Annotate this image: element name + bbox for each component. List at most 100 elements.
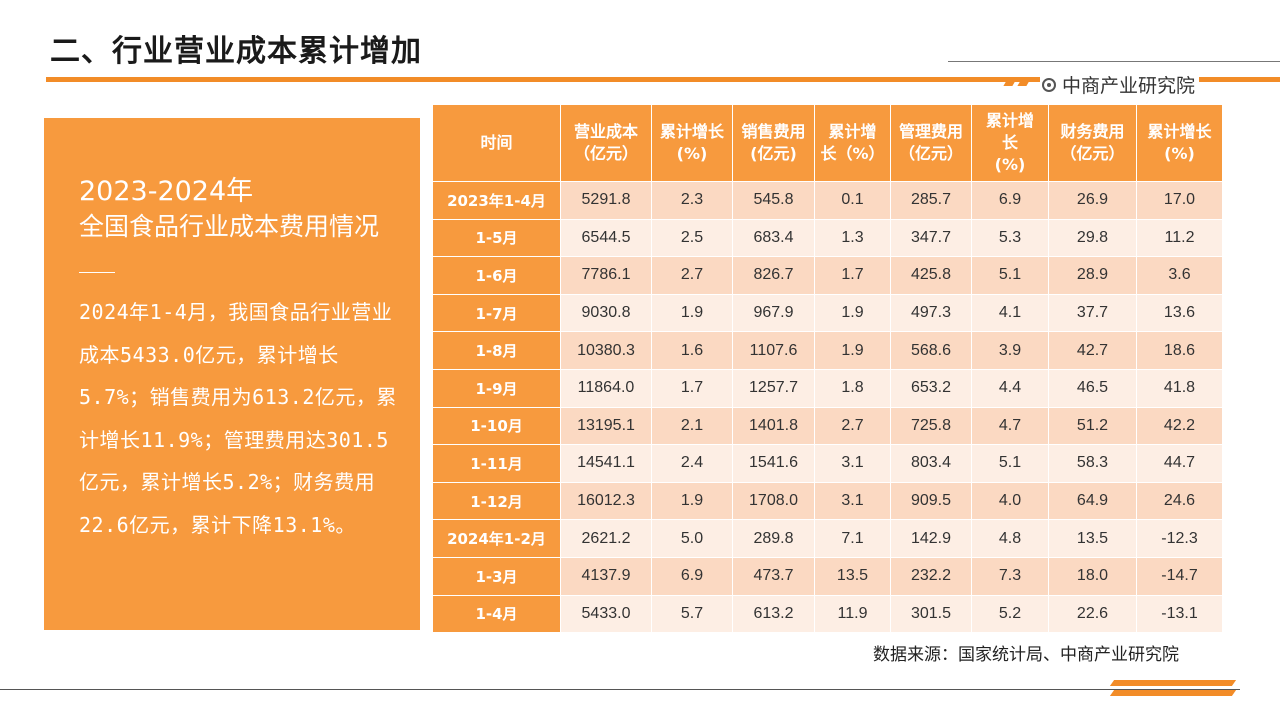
period-cell: 1-12月 xyxy=(432,481,561,521)
period-cell: 2024年1-2月 xyxy=(432,519,561,558)
value-cell: 4.4 xyxy=(971,368,1049,408)
value-cell: 22.6 xyxy=(1048,594,1137,634)
value-cell: 29.8 xyxy=(1048,218,1137,258)
value-cell: 497.3 xyxy=(890,293,972,333)
value-cell: 2621.2 xyxy=(560,519,652,558)
period-cell: 1-4月 xyxy=(432,594,561,634)
value-cell: 425.8 xyxy=(890,256,972,295)
brand: 中商产业研究院 xyxy=(1040,71,1200,98)
value-cell: 26.9 xyxy=(1048,181,1137,220)
col-header-text: 累计增长 (%) xyxy=(659,122,724,163)
value-cell: 803.4 xyxy=(890,444,972,483)
page-title: 二、行业营业成本累计增加 xyxy=(50,34,422,69)
period-cell: 1-7月 xyxy=(432,293,561,333)
value-cell: 17.0 xyxy=(1136,181,1223,220)
col-header-text: 销售费用 (亿元) xyxy=(741,122,806,163)
col-header-text: 财务费用 （亿元） xyxy=(1060,122,1125,163)
value-cell: 3.6 xyxy=(1136,256,1223,295)
data-source: 数据来源：国家统计局、中商产业研究院 xyxy=(873,645,1179,665)
value-cell: 16012.3 xyxy=(560,481,652,521)
table-row: 1-4月 5433.0 5.7 613.2 11.9 301.5 5.2 22.6 -13.1 xyxy=(432,594,1223,634)
col-header: 累计增 长（%） xyxy=(814,104,891,182)
value-cell: 909.5 xyxy=(890,481,972,521)
value-cell: 1708.0 xyxy=(732,481,815,521)
table-row: 1-5月 6544.5 2.5 683.4 1.3 347.7 5.3 29.8 11.2 xyxy=(432,218,1223,258)
footer-deco xyxy=(1109,680,1240,698)
period-cell: 1-5月 xyxy=(432,218,561,258)
value-cell: 28.9 xyxy=(1048,256,1137,295)
value-cell: 683.4 xyxy=(732,218,815,258)
value-cell: 1.9 xyxy=(814,293,891,333)
value-cell: 42.7 xyxy=(1048,331,1137,370)
value-cell: 4137.9 xyxy=(560,556,652,596)
value-cell: 18.0 xyxy=(1048,556,1137,596)
table-row: 1-9月 11864.0 1.7 1257.7 1.8 653.2 4.4 46.5 41.8 xyxy=(432,368,1223,408)
col-header: 累计增长 (%) xyxy=(971,104,1049,182)
footer-rule xyxy=(0,689,1240,690)
value-cell: 7.3 xyxy=(971,556,1049,596)
value-cell: 13.5 xyxy=(1048,519,1137,558)
value-cell: 285.7 xyxy=(890,181,972,220)
period-cell: 1-10月 xyxy=(432,406,561,446)
value-cell: 725.8 xyxy=(890,406,972,446)
value-cell: 1.8 xyxy=(814,368,891,408)
value-cell: 42.2 xyxy=(1136,406,1223,446)
table-row: 1-8月 10380.3 1.6 1107.6 1.9 568.6 3.9 42.7 18.6 xyxy=(432,331,1223,370)
period-cell: 1-11月 xyxy=(432,444,561,483)
header-rule xyxy=(46,77,1280,82)
value-cell: 1.9 xyxy=(814,331,891,370)
table-row: 1-11月 14541.1 2.4 1541.6 3.1 803.4 5.1 58.3 44.7 xyxy=(432,444,1223,483)
card-year: 2023-2024年 xyxy=(79,176,254,207)
table-row: 1-3月 4137.9 6.9 473.7 13.5 232.2 7.3 18.0 -14.7 xyxy=(432,556,1223,596)
footer-bar xyxy=(1109,690,1237,696)
value-cell: 1107.6 xyxy=(732,331,815,370)
value-cell: 3.1 xyxy=(814,481,891,521)
value-cell: 58.3 xyxy=(1048,444,1137,483)
value-cell: 41.8 xyxy=(1136,368,1223,408)
value-cell: 1.9 xyxy=(651,481,733,521)
col-header: 财务费用 （亿元） xyxy=(1048,104,1137,182)
table-row: 2024年1-2月 2621.2 5.0 289.8 7.1 142.9 4.8 13.5 -1… xyxy=(432,519,1223,558)
value-cell: 1.7 xyxy=(814,256,891,295)
table-row: 1-6月 7786.1 2.7 826.7 1.7 425.8 5.1 28.9 3.6 xyxy=(432,256,1223,295)
table-row: 2023年1-4月 5291.8 2.3 545.8 0.1 285.7 6.9 26.9 17… xyxy=(432,181,1223,220)
value-cell: 1.7 xyxy=(651,368,733,408)
value-cell: 232.2 xyxy=(890,556,972,596)
col-header: 销售费用 (亿元) xyxy=(732,104,815,182)
value-cell: 653.2 xyxy=(890,368,972,408)
card-subtitle: 全国食品行业成本费用情况 xyxy=(79,212,380,241)
value-cell: 2.7 xyxy=(651,256,733,295)
value-cell: 2.3 xyxy=(651,181,733,220)
value-cell: 4.8 xyxy=(971,519,1049,558)
value-cell: 18.6 xyxy=(1136,331,1223,370)
period-cell: 1-6月 xyxy=(432,256,561,295)
col-header-text: 累计增 长（%） xyxy=(820,122,885,163)
col-header-text: 累计增长 (%) xyxy=(1147,122,1212,163)
value-cell: 13.5 xyxy=(814,556,891,596)
value-cell: 11864.0 xyxy=(560,368,652,408)
value-cell: 46.5 xyxy=(1048,368,1137,408)
value-cell: 2.1 xyxy=(651,406,733,446)
value-cell: 64.9 xyxy=(1048,481,1137,521)
value-cell: 1.3 xyxy=(814,218,891,258)
value-cell: 613.2 xyxy=(732,594,815,634)
value-cell: 2.7 xyxy=(814,406,891,446)
value-cell: 142.9 xyxy=(890,519,972,558)
value-cell: 3.1 xyxy=(814,444,891,483)
value-cell: 568.6 xyxy=(890,331,972,370)
value-cell: 4.0 xyxy=(971,481,1049,521)
period-cell: 2023年1-4月 xyxy=(432,181,561,220)
value-cell: 5.1 xyxy=(971,256,1049,295)
value-cell: 2.5 xyxy=(651,218,733,258)
col-header-text: 营业成本 （亿元） xyxy=(573,122,638,163)
value-cell: 0.1 xyxy=(814,181,891,220)
col-header: 管理费用 （亿元） xyxy=(890,104,972,182)
value-cell: 473.7 xyxy=(732,556,815,596)
value-cell: 347.7 xyxy=(890,218,972,258)
value-cell: 10380.3 xyxy=(560,331,652,370)
table-row: 1-7月 9030.8 1.9 967.9 1.9 497.3 4.1 37.7 13.6 xyxy=(432,293,1223,333)
value-cell: 11.9 xyxy=(814,594,891,634)
value-cell: 9030.8 xyxy=(560,293,652,333)
value-cell: 37.7 xyxy=(1048,293,1137,333)
value-cell: 24.6 xyxy=(1136,481,1223,521)
